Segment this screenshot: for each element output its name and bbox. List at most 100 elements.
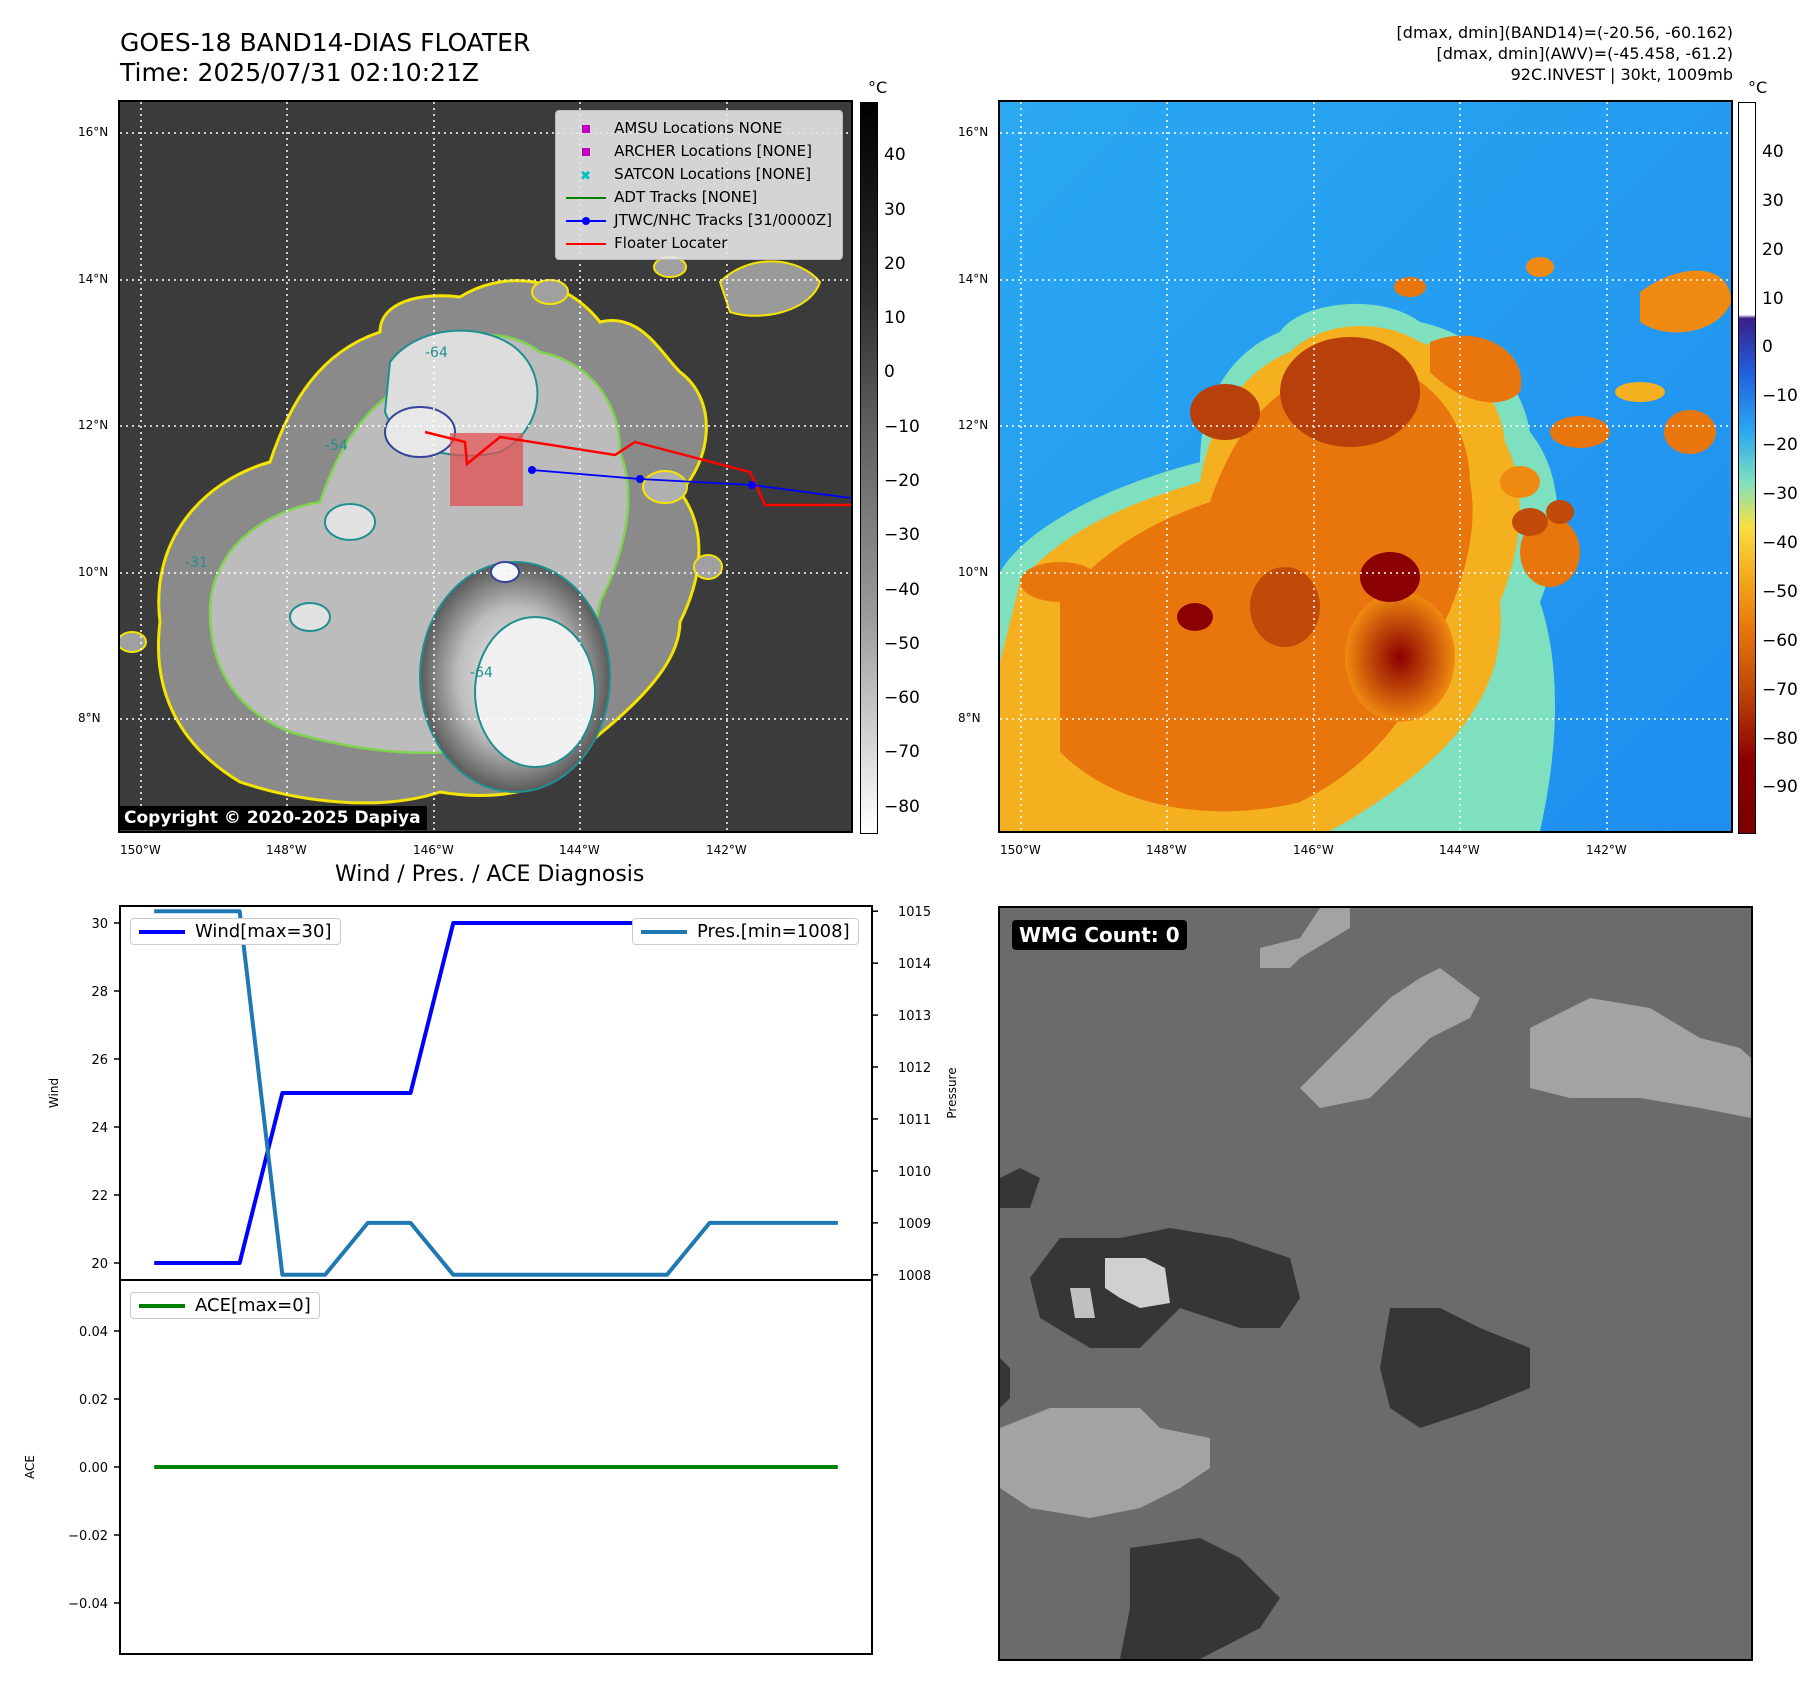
colorbar-left-unit: °C (868, 78, 888, 97)
colorbar-tick: 10 (884, 308, 906, 328)
lat-tick: 16°N (78, 125, 109, 139)
diagnosis-chart: 20 22 24 26 28 30 1008 1009 1010 1011 1012 1013 1014… (23, 905, 959, 1655)
wind-tick-label: 24 (91, 1121, 108, 1136)
wmg-image (1000, 908, 1751, 1659)
awv-map-image (1000, 102, 1731, 831)
colorbar-tick: −20 (884, 471, 920, 491)
legend-line-icon (641, 929, 687, 934)
pressure-tick-label: 1011 (898, 1113, 931, 1128)
legend-item-jtwc: JTWC/NHC Tracks [31/0000Z] (566, 209, 832, 232)
pressure-tick-label: 1009 (898, 1217, 931, 1232)
pressure-tick-label: 1015 (898, 905, 931, 920)
colorbar-tick: −60 (1762, 631, 1798, 651)
wmg-panel (998, 906, 1753, 1661)
lat-tick: 14°N (78, 272, 109, 286)
ace-tick-label: 0.04 (79, 1325, 108, 1340)
colorbar-tick: 20 (1762, 240, 1784, 260)
lon-tick: 146°W (1293, 843, 1334, 857)
ir-map-panel: -64 -64 -54 -31 AMSU Locations NONE ARCH… (118, 100, 853, 833)
colorbar-tick: −50 (1762, 582, 1798, 602)
figure-title: GOES-18 BAND14-DIAS FLOATER Time: 2025/0… (120, 28, 530, 88)
jtwc-track (531, 469, 851, 499)
info-storm: 92C.INVEST | 30kt, 1009mb (1510, 65, 1733, 84)
lon-tick: 142°W (706, 843, 747, 857)
wind-tick-label: 26 (91, 1053, 108, 1068)
pressure-tick-label: 1012 (898, 1061, 931, 1076)
colorbar-tick: −40 (884, 580, 920, 600)
colorbar-tick: −90 (1762, 777, 1798, 797)
lon-tick: 148°W (266, 843, 307, 857)
wind-tick-label: 22 (91, 1189, 108, 1204)
colorbar-tick: −30 (884, 525, 920, 545)
wmg-count-badge: WMG Count: 0 (1012, 920, 1187, 950)
lat-tick: 10°N (78, 565, 109, 579)
legend-item-satcon: ✖ SATCON Locations [NONE] (566, 163, 832, 186)
legend-item-amsu: AMSU Locations NONE (566, 117, 832, 140)
wind-axis-label: Wind (47, 1078, 61, 1108)
lon-tick: 146°W (413, 843, 454, 857)
lat-tick: 16°N (958, 125, 989, 139)
pressure-tick-label: 1010 (898, 1165, 931, 1180)
pressure-tick-label: 1013 (898, 1009, 931, 1024)
ace-legend: ACE[max=0] (130, 1292, 320, 1319)
line-dot-marker-icon (566, 214, 607, 228)
floater-box (450, 433, 523, 506)
contour-label: -54 (325, 438, 348, 454)
legend-line-icon (139, 929, 185, 934)
lat-tick: 8°N (78, 711, 101, 725)
info-band14: [dmax, dmin](BAND14)=(-20.56, -60.162) (1396, 23, 1733, 42)
colorbar-tick: −20 (1762, 435, 1798, 455)
colorbar-tick: −80 (884, 797, 920, 817)
colorbar-tick: −70 (1762, 680, 1798, 700)
map-legend: AMSU Locations NONE ARCHER Locations [NO… (555, 110, 843, 260)
ace-tick-label: −0.02 (68, 1529, 108, 1544)
colorbar-tick: −10 (1762, 386, 1798, 406)
lat-tick: 8°N (958, 711, 981, 725)
floater-track (424, 430, 851, 507)
line-marker-icon (566, 191, 607, 205)
legend-item-adt: ADT Tracks [NONE] (566, 186, 832, 209)
legend-item-archer: ARCHER Locations [NONE] (566, 140, 832, 163)
colorbar-tick: 40 (1762, 142, 1784, 162)
lon-tick: 142°W (1586, 843, 1627, 857)
colorbar-left (860, 102, 878, 834)
wind-tick-label: 28 (91, 985, 108, 1000)
line-marker-icon (566, 237, 607, 251)
lon-tick: 150°W (120, 843, 161, 857)
diagnosis-title: Wind / Pres. / ACE Diagnosis (335, 862, 645, 887)
ace-tick-label: 0.00 (79, 1461, 108, 1476)
lat-tick: 12°N (78, 418, 109, 432)
title-time: Time: 2025/07/31 02:10:21Z (120, 58, 479, 87)
pressure-tick-label: 1008 (898, 1269, 931, 1284)
lon-tick: 144°W (559, 843, 600, 857)
lon-tick: 148°W (1146, 843, 1187, 857)
colorbar-tick: 0 (884, 362, 895, 382)
ace-tick-label: 0.02 (79, 1393, 108, 1408)
colorbar-tick: −30 (1762, 484, 1798, 504)
title-satellite: GOES-18 BAND14-DIAS FLOATER (120, 28, 531, 57)
colorbar-tick: 20 (884, 254, 906, 274)
figure-info: [dmax, dmin](BAND14)=(-20.56, -60.162) [… (1397, 22, 1733, 85)
colorbar-tick: −60 (884, 688, 920, 708)
info-awv: [dmax, dmin](AWV)=(-45.458, -61.2) (1436, 44, 1733, 63)
colorbar-tick: −70 (884, 742, 920, 762)
colorbar-tick: −40 (1762, 533, 1798, 553)
jtwc-point (748, 481, 756, 489)
colorbar-tick: 0 (1762, 337, 1773, 357)
contour-label: -64 (470, 665, 493, 681)
colorbar-tick: 30 (884, 200, 906, 220)
contour-label: -64 (425, 345, 448, 361)
ace-tick-label: −0.04 (68, 1597, 108, 1612)
square-marker-icon (566, 145, 606, 159)
contour-label: -31 (185, 555, 208, 571)
colorbar-right (1738, 102, 1756, 834)
colorbar-tick: −10 (884, 417, 920, 437)
colorbar-tick: 40 (884, 145, 906, 165)
legend-item-floater: Floater Locater (566, 232, 832, 255)
copyright-badge: Copyright © 2020-2025 Dapiya (118, 806, 427, 830)
wind-tick-label: 20 (91, 1257, 108, 1272)
pressure-tick-label: 1014 (898, 957, 931, 972)
colorbar-tick: 30 (1762, 191, 1784, 211)
wind-legend: Wind[max=30] (130, 918, 341, 945)
colorbar-right-unit: °C (1748, 78, 1768, 97)
